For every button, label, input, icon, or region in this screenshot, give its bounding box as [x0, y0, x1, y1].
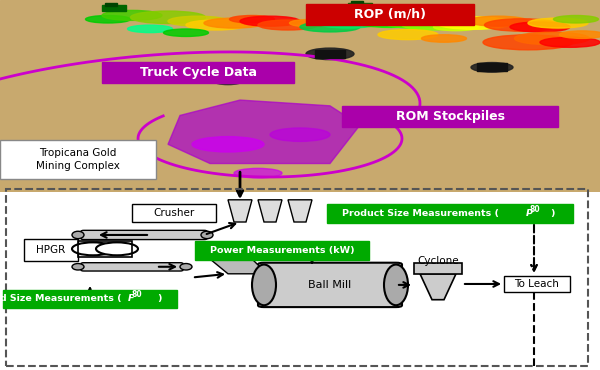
Bar — [105, 3, 117, 6]
Ellipse shape — [128, 25, 173, 33]
Text: Product Size Measurements (: Product Size Measurements ( — [341, 209, 499, 218]
Ellipse shape — [72, 263, 84, 270]
Ellipse shape — [471, 63, 513, 72]
FancyBboxPatch shape — [414, 263, 462, 274]
Ellipse shape — [192, 137, 264, 152]
Ellipse shape — [483, 35, 573, 50]
Circle shape — [96, 242, 138, 255]
FancyBboxPatch shape — [258, 263, 402, 307]
Bar — [351, 1, 363, 4]
Ellipse shape — [560, 31, 600, 38]
Text: Crusher: Crusher — [154, 208, 194, 218]
Ellipse shape — [204, 18, 264, 28]
Ellipse shape — [186, 20, 246, 30]
Polygon shape — [420, 274, 456, 300]
FancyBboxPatch shape — [306, 4, 474, 25]
Ellipse shape — [528, 18, 588, 28]
Text: HPGR: HPGR — [37, 245, 65, 255]
Polygon shape — [228, 200, 252, 222]
Ellipse shape — [384, 18, 444, 28]
Ellipse shape — [86, 16, 131, 23]
Text: P: P — [526, 209, 533, 218]
Bar — [477, 64, 507, 71]
Ellipse shape — [515, 32, 589, 45]
Ellipse shape — [300, 22, 360, 32]
Ellipse shape — [402, 20, 462, 30]
Circle shape — [72, 242, 114, 255]
Ellipse shape — [384, 265, 408, 305]
Text: ): ) — [550, 209, 554, 218]
Text: F: F — [128, 294, 134, 303]
Ellipse shape — [421, 35, 467, 42]
Bar — [315, 50, 345, 58]
Text: 80: 80 — [530, 205, 541, 214]
Ellipse shape — [510, 22, 570, 32]
Text: 80: 80 — [131, 290, 142, 299]
FancyBboxPatch shape — [342, 106, 558, 127]
Text: Feed Size Measurements (: Feed Size Measurements ( — [0, 294, 121, 303]
Ellipse shape — [378, 30, 438, 40]
Ellipse shape — [240, 16, 300, 26]
FancyBboxPatch shape — [132, 204, 216, 222]
Ellipse shape — [554, 16, 599, 23]
Ellipse shape — [318, 18, 378, 28]
FancyBboxPatch shape — [195, 242, 369, 260]
Text: Tropicana Gold
Mining Complex: Tropicana Gold Mining Complex — [36, 148, 120, 171]
Ellipse shape — [540, 37, 600, 47]
Ellipse shape — [213, 77, 243, 85]
Polygon shape — [258, 200, 282, 222]
Ellipse shape — [290, 19, 335, 27]
Polygon shape — [168, 100, 360, 164]
Ellipse shape — [163, 29, 209, 37]
Ellipse shape — [102, 10, 162, 20]
Text: Truck Cycle Data: Truck Cycle Data — [139, 65, 257, 79]
Polygon shape — [210, 259, 267, 274]
Ellipse shape — [252, 265, 276, 305]
Ellipse shape — [433, 23, 479, 31]
FancyBboxPatch shape — [81, 263, 183, 271]
Ellipse shape — [306, 48, 354, 60]
Ellipse shape — [258, 20, 318, 30]
Text: Cyclone: Cyclone — [417, 256, 459, 266]
Ellipse shape — [229, 16, 275, 23]
Text: ROM Stockpiles: ROM Stockpiles — [395, 110, 505, 123]
FancyBboxPatch shape — [0, 141, 156, 179]
Text: ROP (m/h): ROP (m/h) — [354, 8, 426, 21]
Ellipse shape — [468, 16, 528, 26]
FancyBboxPatch shape — [504, 276, 570, 292]
Ellipse shape — [201, 231, 213, 239]
Ellipse shape — [72, 231, 84, 239]
Ellipse shape — [180, 263, 192, 270]
FancyBboxPatch shape — [327, 204, 573, 223]
Ellipse shape — [342, 14, 402, 24]
Polygon shape — [288, 200, 312, 222]
Bar — [102, 5, 126, 11]
Ellipse shape — [168, 16, 228, 26]
Bar — [348, 3, 372, 9]
Text: To Leach: To Leach — [515, 279, 559, 289]
Ellipse shape — [270, 128, 330, 141]
Text: Power Measurements (kW): Power Measurements (kW) — [209, 246, 355, 255]
Text: ): ) — [157, 294, 161, 303]
Ellipse shape — [234, 168, 282, 178]
FancyBboxPatch shape — [24, 239, 78, 261]
FancyBboxPatch shape — [3, 289, 177, 308]
Ellipse shape — [353, 15, 427, 27]
Text: Ball Mill: Ball Mill — [308, 280, 352, 290]
FancyBboxPatch shape — [102, 61, 294, 83]
Ellipse shape — [131, 11, 206, 24]
FancyBboxPatch shape — [81, 230, 207, 240]
Ellipse shape — [485, 19, 560, 31]
Ellipse shape — [437, 17, 511, 29]
